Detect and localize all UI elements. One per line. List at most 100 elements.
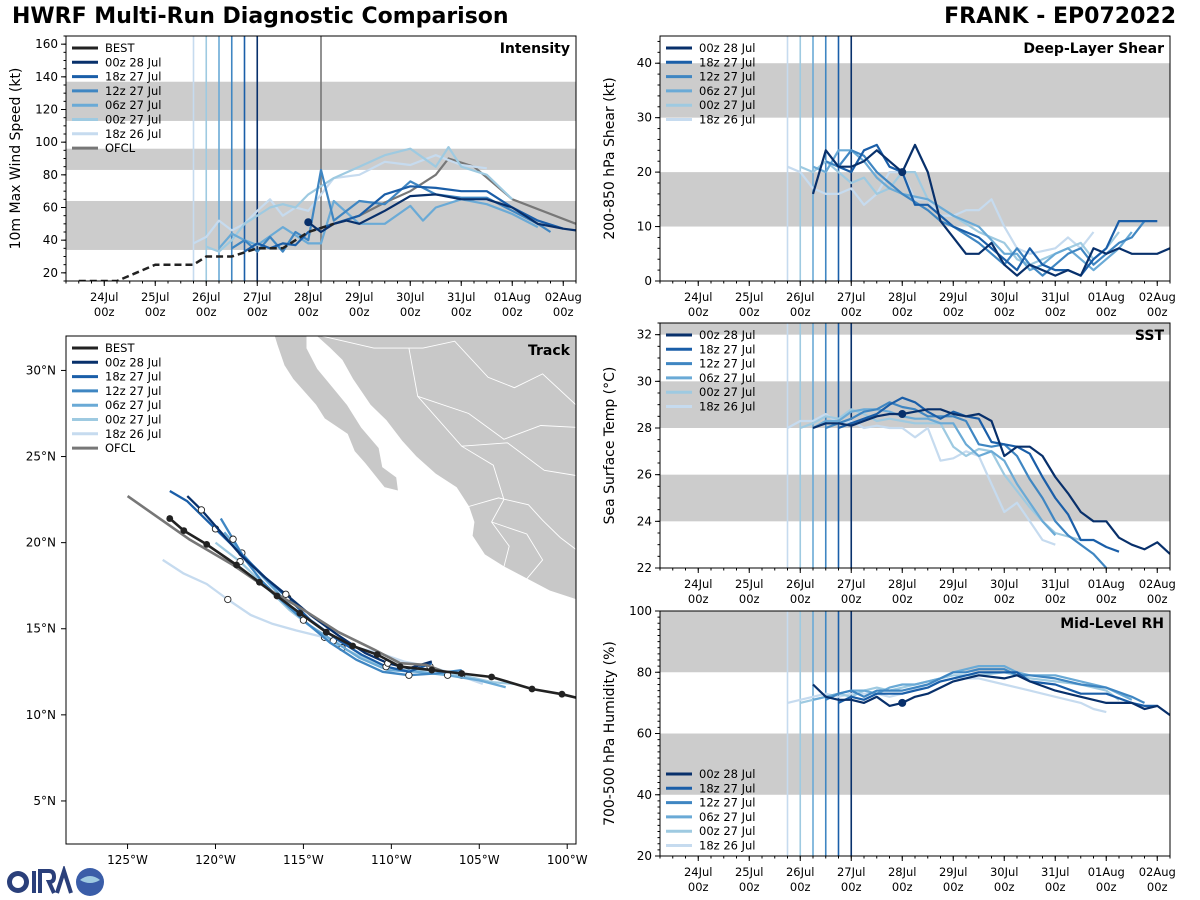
legend-label: 18z 26 Jul — [105, 427, 162, 441]
y-tick-label: 160 — [35, 37, 58, 51]
x-tick-day: 31Jul — [1041, 290, 1070, 304]
x-tick-day: 31Jul — [1041, 577, 1070, 591]
threshold-band — [660, 63, 1170, 118]
x-tick-day: 27Jul — [837, 865, 866, 879]
legend-label: 18z 26 Jul — [699, 113, 756, 127]
intensity-panel: 2040608010012014016024Jul00z25Jul00z26Ju… — [8, 35, 582, 319]
x-tick-day: 31Jul — [1041, 865, 1070, 879]
y-axis-label: 200-850 hPa Shear (kt) — [602, 77, 618, 239]
best-track-point — [428, 666, 436, 674]
track-point-open — [224, 595, 232, 604]
ofcl-track-line — [126, 495, 445, 674]
y-tick-label: 40 — [43, 233, 58, 247]
x-tick-hour: 00z — [247, 305, 268, 319]
panel-title: SST — [1135, 328, 1165, 344]
x-tick-day: 30Jul — [990, 290, 1019, 304]
legend-label: 12z 27 Jul — [699, 70, 756, 84]
legend-label: 06z 27 Jul — [699, 84, 756, 98]
series-line — [838, 671, 1158, 708]
y-tick-label: 80 — [637, 665, 652, 679]
x-tick-hour: 00z — [688, 305, 709, 319]
x-tick-hour: 00z — [943, 880, 964, 894]
lon-tick-label: 110°W — [371, 853, 412, 867]
state-border — [408, 348, 510, 567]
best-track-point — [322, 628, 330, 636]
track-point-open — [229, 535, 237, 543]
y-tick-label: 40 — [637, 788, 652, 802]
x-tick-hour: 00z — [790, 880, 811, 894]
lon-tick-label: 120°W — [195, 853, 236, 867]
storm-name: FRANK - EP072022 — [944, 4, 1176, 29]
x-tick-day: 25Jul — [141, 290, 170, 304]
best-track-point — [180, 527, 188, 534]
threshold-band — [660, 611, 1170, 673]
best-track-point — [373, 651, 381, 658]
legend-label: 18z 26 Jul — [105, 127, 162, 141]
state-border — [461, 442, 576, 476]
legend-label: 06z 27 Jul — [105, 98, 162, 112]
y-tick-label: 10 — [637, 220, 652, 234]
x-tick-day: 29Jul — [939, 865, 968, 879]
x-tick-day: 29Jul — [939, 290, 968, 304]
y-tick-label: 20 — [637, 165, 652, 179]
track-point-open — [197, 506, 206, 514]
plot-area — [126, 336, 576, 699]
x-tick-hour: 00z — [1045, 592, 1066, 606]
legend-label: 12z 27 Jul — [699, 796, 756, 810]
series-line — [812, 149, 1133, 272]
legend-label: 00z 27 Jul — [105, 113, 162, 127]
best-track-point — [273, 592, 281, 600]
best-track-point — [233, 561, 240, 569]
series-line — [812, 408, 1057, 537]
x-tick-hour: 00z — [892, 305, 913, 319]
x-tick-day: 25Jul — [735, 577, 764, 591]
best-track-point — [458, 670, 466, 677]
y-axis-label: Sea Surface Temp (°C) — [602, 367, 618, 525]
x-tick-day: 27Jul — [837, 577, 866, 591]
x-tick-day: 28Jul — [888, 865, 917, 879]
land-baja — [273, 336, 399, 492]
x-tick-hour: 00z — [892, 880, 913, 894]
legend-label: 00z 28 Jul — [105, 355, 162, 369]
y-tick-label: 80 — [43, 168, 58, 182]
plot-area — [660, 611, 1170, 856]
analysis-marker — [304, 218, 313, 227]
lat-tick-label: 10°N — [26, 708, 56, 722]
x-tick-day: 26Jul — [786, 290, 815, 304]
legend-label: BEST — [105, 41, 135, 55]
best-track-point — [349, 642, 357, 650]
best-track-point — [528, 685, 536, 693]
legend-label: 00z 28 Jul — [699, 41, 756, 55]
legend-label: 12z 27 Jul — [105, 84, 162, 98]
series-line — [812, 674, 1170, 716]
x-tick-hour: 00z — [790, 305, 811, 319]
land-mainland — [315, 336, 576, 600]
y-tick-label: 24 — [637, 514, 652, 528]
y-tick-label: 26 — [637, 468, 652, 482]
x-tick-day: 25Jul — [735, 865, 764, 879]
series-line — [307, 193, 576, 234]
x-tick-hour: 00z — [196, 305, 217, 319]
x-tick-hour: 00z — [1096, 592, 1117, 606]
legend-label: OFCL — [105, 441, 136, 455]
legend-label: 18z 27 Jul — [699, 55, 756, 69]
x-tick-day: 26Jul — [786, 577, 815, 591]
x-tick-hour: 00z — [994, 880, 1015, 894]
plot-area — [660, 36, 1170, 281]
x-tick-hour: 00z — [349, 305, 370, 319]
x-tick-day: 02Aug — [1139, 865, 1176, 879]
page-title: HWRF Multi-Run Diagnostic Comparison — [12, 4, 509, 29]
analysis-marker — [898, 168, 907, 177]
x-tick-hour: 00z — [1147, 305, 1168, 319]
y-tick-label: 60 — [43, 201, 58, 215]
panel-title: Deep-Layer Shear — [1023, 41, 1164, 57]
series-line — [812, 408, 1170, 555]
x-tick-day: 02Aug — [1139, 577, 1176, 591]
x-tick-day: 24Jul — [684, 865, 713, 879]
best-track-point — [256, 578, 263, 586]
x-tick-hour: 00z — [688, 880, 709, 894]
state-border — [319, 336, 576, 406]
y-axis-label: 10m Max Wind Speed (kt) — [8, 68, 24, 250]
x-tick-day: 25Jul — [735, 290, 764, 304]
